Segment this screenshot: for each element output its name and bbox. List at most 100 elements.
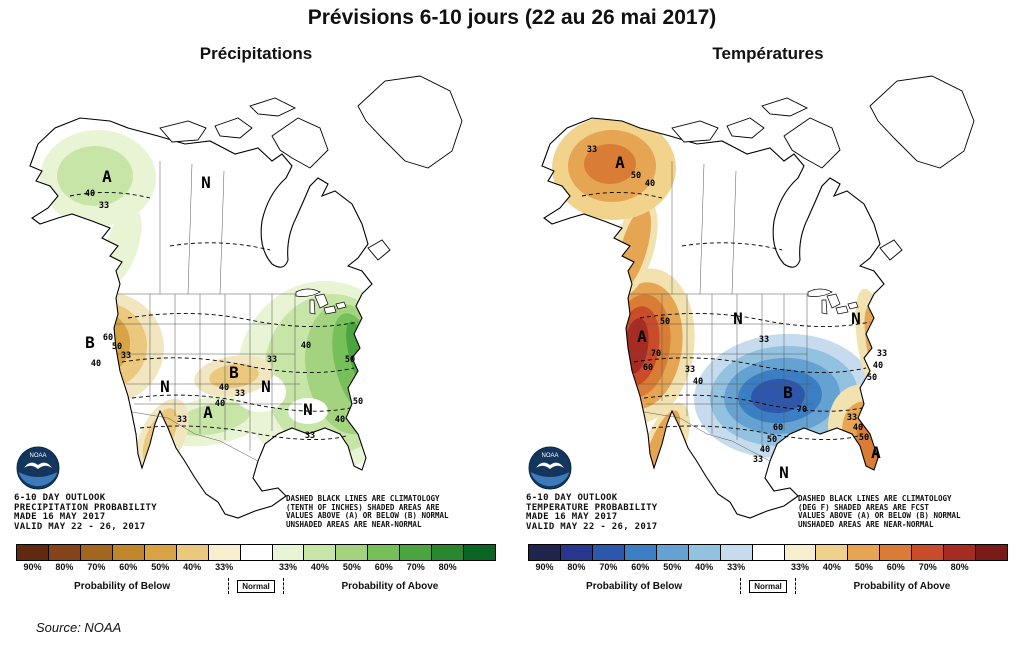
- map-region-letter: N: [160, 377, 170, 396]
- outlook-info-line: VALID MAY 22 - 26, 2017: [14, 521, 146, 532]
- map-contour-value: 50: [345, 355, 355, 365]
- disclaimer-line: UNSHADED AREAS ARE NEAR-NORMAL: [286, 520, 422, 530]
- map-region-letter: A: [615, 153, 625, 172]
- map-contour-value: 40: [853, 423, 863, 433]
- colorbar-percent-label: 40%: [183, 562, 202, 572]
- colorbar-captions-temperature: Probability of Below Normal Probability …: [528, 578, 1008, 594]
- map-section-temperature: Températures: [512, 42, 1024, 594]
- map-contour-value: 33: [847, 413, 857, 423]
- map-contour-value: 33: [877, 349, 887, 359]
- map-contour-value: 40: [301, 341, 311, 351]
- map-contour-value: 40: [335, 415, 345, 425]
- colorbar-cell: 60%: [879, 544, 913, 572]
- colorbar-cell: [975, 544, 1009, 561]
- colorbar-cell: 33%: [783, 544, 817, 572]
- page-title: Prévisions 6-10 jours (22 au 26 mai 2017…: [307, 6, 717, 29]
- colorbar-cell: 80%: [431, 544, 465, 572]
- colorbar-cell: 40%: [815, 544, 849, 572]
- map-contour-value: 50: [767, 435, 777, 445]
- colorbar-cell: 50%: [847, 544, 881, 572]
- map-contour-value: 70: [797, 405, 807, 415]
- map-contour-value: 33: [305, 431, 315, 441]
- colorbar-percent-label: 50%: [151, 562, 170, 572]
- colorbar-cell: 33%: [207, 544, 241, 572]
- colorbar-cell: 40%: [687, 544, 721, 572]
- colorbar-cell: 50%: [143, 544, 177, 572]
- colorbar-percent-label: 70%: [406, 562, 425, 572]
- colorbar-temp: 90% 80% 70% 60% 50% 40% 33% 33% 40% 50% 60% 70% 80%: [528, 544, 1009, 572]
- colorbar-cell: 80%: [47, 544, 81, 572]
- below-caption: Probability of Below: [74, 580, 171, 592]
- disclaimer-line: (DEG F) SHADED AREAS ARE FCST: [798, 502, 929, 512]
- precipitation-map: A 40 33 N B 60 50 40 33 N B 40 33 N A 33 40 N 33 40 50 50 40 33…: [10, 66, 502, 536]
- islands-outline: [159, 75, 463, 261]
- colorbar-percent-label: 50%: [663, 562, 682, 572]
- colorbar-percent-label: 60%: [374, 562, 393, 572]
- map-contour-value: 33: [99, 201, 109, 211]
- colorbar-cell: 50%: [655, 544, 689, 572]
- outlook-info-line: MADE 16 MAY 2017: [14, 512, 106, 522]
- colorbar-percent-label: 70%: [87, 562, 106, 572]
- outlook-info-line: 6-10 DAY OUTLOOK: [526, 493, 618, 503]
- colorbar-percent-label: 70%: [599, 562, 618, 572]
- noaa-logo-text: NOAA: [541, 453, 558, 459]
- map-contour-value: 40: [645, 179, 655, 189]
- colorbar-percent-label: 90%: [23, 562, 42, 572]
- colorbar-cell: 40%: [303, 544, 337, 572]
- colorbar-cell: 70%: [399, 544, 433, 572]
- map-region-letter: N: [201, 173, 211, 192]
- disclaimer-line: VALUES ABOVE (A) OR BELOW (B) NORMAL: [798, 511, 961, 521]
- map-region-letter: N: [851, 309, 861, 328]
- colorbar-percent-label: 70%: [918, 562, 937, 572]
- colorbar-percent-label: 40%: [695, 562, 714, 572]
- outlook-info-line: MADE 16 MAY 2017: [526, 512, 618, 522]
- outlook-info-line: VALID MAY 22 - 26, 2017: [526, 521, 658, 532]
- colorbar-cell: 70%: [911, 544, 945, 572]
- outlook-info-line: PRECIPITATION PROBABILITY: [14, 502, 157, 513]
- islands-outline: [671, 75, 975, 261]
- colorbar-cell: [463, 544, 497, 561]
- colorbar-cell: 40%: [175, 544, 209, 572]
- disclaimer-line: (TENTH OF INCHES) SHADED AREAS ARE: [286, 502, 440, 512]
- colorbar-percent-label: 40%: [822, 562, 841, 572]
- temperature-map: A 50 40 33 N A 50 70 60 33 40 B 70 60 50 40 33 33 N A 50 40 33…: [522, 66, 1014, 536]
- normal-caption-wrap: Normal: [740, 578, 796, 594]
- map-region-letter: A: [871, 443, 881, 462]
- colorbar-percent-label: 80%: [55, 562, 74, 572]
- map-region-letter: B: [783, 383, 793, 402]
- colorbar-percent-label: 33%: [215, 562, 234, 572]
- colorbar-cell: 90%: [16, 544, 49, 572]
- above-caption: Probability of Above: [341, 580, 439, 592]
- colorbar-percent-label: 80%: [950, 562, 969, 572]
- colorbar-percent-label: 40%: [310, 562, 329, 572]
- colorbar-percent-label: 90%: [535, 562, 554, 572]
- map-contour-value: 40: [693, 377, 703, 387]
- disclaimer-line: DASHED BLACK LINES ARE CLIMATOLOGY: [798, 493, 952, 503]
- colorbar-percent-label: 80%: [567, 562, 586, 572]
- map-contour-value: 33: [177, 415, 187, 425]
- colorbar-cell: 33%: [719, 544, 753, 572]
- map-subtitle-temperature: Températures: [712, 44, 824, 63]
- noaa-logo-text: NOAA: [29, 453, 46, 459]
- map-contour-value: 40: [215, 399, 225, 409]
- map-region-letter: A: [102, 167, 112, 186]
- seagull-icon: [24, 462, 52, 469]
- map-region-letter: N: [261, 377, 271, 396]
- map-region-letter: N: [303, 400, 313, 419]
- map-region-letter: N: [779, 463, 789, 482]
- disclaimer-line: VALUES ABOVE (A) OR BELOW (B) NORMAL: [286, 511, 449, 521]
- map-contour-value: 33: [267, 355, 277, 365]
- colorbar-cell: 70%: [79, 544, 113, 572]
- map-contour-value: 40: [760, 445, 770, 455]
- map-info-temp: 6-10 DAY OUTLOOK TEMPERATURE PROBABILITY M…: [526, 493, 658, 532]
- map-contour-value: 33: [587, 145, 597, 155]
- disclaimer-line: DASHED BLACK LINES ARE CLIMATOLOGY: [286, 493, 440, 503]
- colorbar-percent-label: 80%: [438, 562, 457, 572]
- colorbar-cell: 60%: [623, 544, 657, 572]
- map-disclaimer-precip: DASHED BLACK LINES ARE CLIMATOLOGY (TENTH…: [286, 493, 498, 530]
- map-contour-value: 40: [873, 361, 883, 371]
- colorbar-cell: 60%: [111, 544, 145, 572]
